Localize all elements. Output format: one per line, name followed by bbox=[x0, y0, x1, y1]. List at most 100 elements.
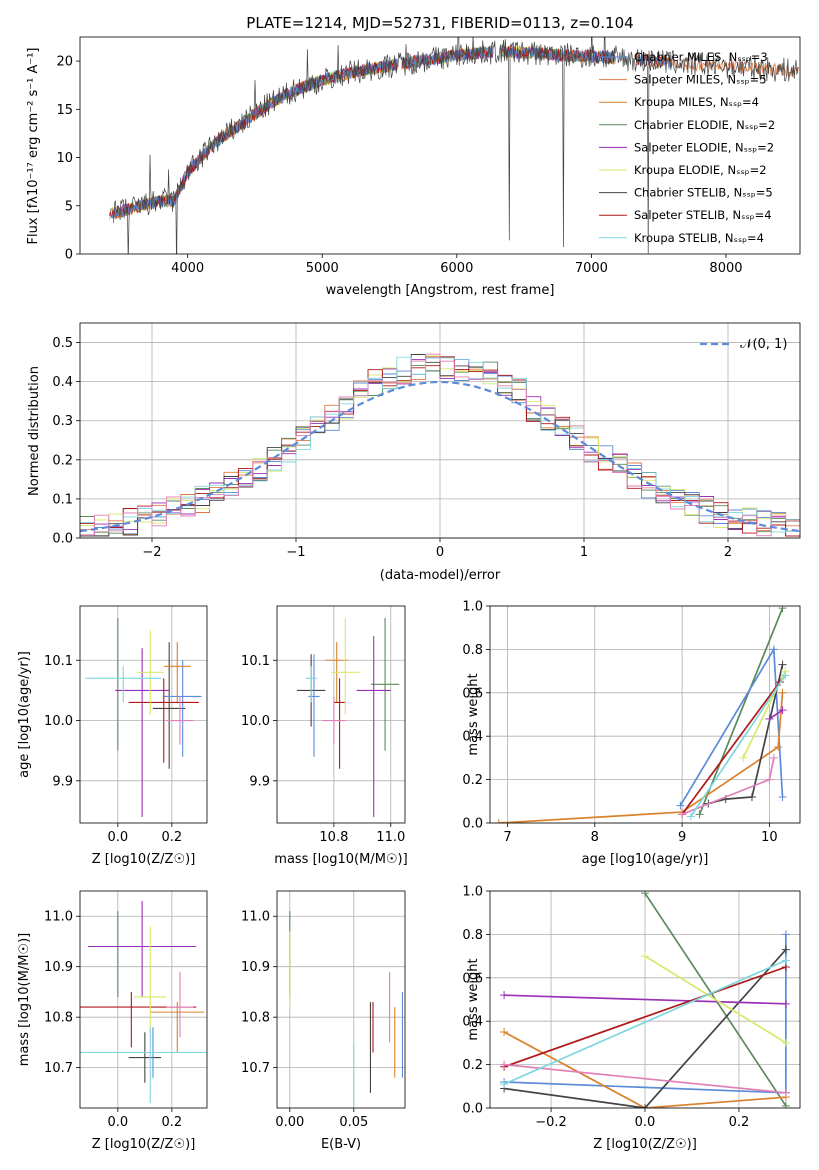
weight-marker bbox=[641, 952, 649, 961]
weight-marker bbox=[747, 792, 756, 801]
y-tick-label: 10.9 bbox=[44, 960, 73, 975]
axes-frame bbox=[79, 890, 208, 1109]
spectrum-line-0 bbox=[111, 45, 673, 219]
axes-frame bbox=[276, 605, 406, 824]
x-tick-label: 0.2 bbox=[162, 830, 183, 845]
y-tick-label: 0.2 bbox=[462, 773, 483, 788]
weight-line-2 bbox=[503, 1031, 786, 1108]
weight-marker bbox=[781, 1038, 790, 1047]
y-tick-label: 10.8 bbox=[44, 1011, 73, 1026]
weight-marker bbox=[500, 1060, 509, 1069]
weight-line-4 bbox=[504, 994, 786, 1005]
spectrum-line-7 bbox=[109, 45, 672, 220]
y-tick-label: 0.8 bbox=[462, 643, 483, 658]
y-tick-label: 0.2 bbox=[52, 453, 73, 468]
y-tick-label: 0.0 bbox=[52, 532, 73, 547]
weight-marker bbox=[769, 753, 778, 762]
y-tick-label: 20 bbox=[56, 55, 73, 70]
weight-line-8 bbox=[690, 674, 786, 817]
x-tick-label: 5000 bbox=[306, 261, 339, 276]
y-tick-label: 10.7 bbox=[44, 1061, 73, 1076]
x-tick-label: −2 bbox=[142, 545, 161, 560]
x-tick-label: 1 bbox=[580, 545, 588, 560]
x-tick-label: 0.0 bbox=[107, 1115, 128, 1130]
legend-entry: Kroupa MILES, Nₛₛₚ=4 bbox=[634, 95, 759, 109]
weight-marker bbox=[781, 930, 790, 939]
y-tick-label: 0.6 bbox=[462, 686, 483, 701]
x-tick-label: −1 bbox=[286, 545, 305, 560]
x-axis-label: E(B-V) bbox=[321, 1137, 361, 1152]
plot-area bbox=[296, 618, 400, 817]
y-tick-label: 9.9 bbox=[249, 774, 270, 789]
weight-line-6 bbox=[681, 681, 781, 815]
x-axis-label: wavelength [Angstrom, rest frame] bbox=[326, 283, 555, 298]
legend-entry: Chabrier ELODIE, Nₛₛₚ=2 bbox=[634, 118, 775, 132]
plot-area bbox=[494, 606, 790, 823]
x-tick-label: 0.0 bbox=[107, 830, 128, 845]
plot-area bbox=[500, 891, 790, 1108]
weight-marker bbox=[781, 945, 790, 954]
weight-line-5 bbox=[644, 955, 787, 1044]
legend-entry: Salpeter MILES, Nₛₛₚ=5 bbox=[634, 73, 767, 87]
y-axis-label: mass [log10(M/M☉)] bbox=[17, 933, 32, 1066]
weight-marker bbox=[774, 743, 783, 752]
x-tick-label: 0.2 bbox=[162, 1115, 183, 1130]
x-tick-label: 10.8 bbox=[319, 830, 348, 845]
y-tick-label: 1.0 bbox=[462, 885, 483, 900]
weight-marker bbox=[781, 956, 790, 965]
y-tick-label: 10 bbox=[56, 151, 73, 166]
y-tick-label: 10.0 bbox=[241, 714, 270, 729]
weight-marker bbox=[739, 753, 748, 762]
y-tick-label: 15 bbox=[56, 103, 73, 118]
weight-marker bbox=[781, 671, 790, 680]
x-tick-label: 2 bbox=[724, 545, 732, 560]
axes-frame bbox=[79, 322, 801, 539]
x-tick-label: 6000 bbox=[440, 261, 473, 276]
y-tick-label: 9.9 bbox=[52, 774, 73, 789]
y-tick-label: 0.5 bbox=[52, 336, 73, 351]
axes-frame bbox=[276, 890, 406, 1109]
weight-line-8 bbox=[503, 959, 787, 1085]
y-tick-label: 0.0 bbox=[462, 817, 483, 832]
weight-marker bbox=[500, 1028, 509, 1037]
weight-marker bbox=[778, 660, 787, 669]
histogram-series-5 bbox=[80, 354, 800, 537]
y-tick-label: 0.4 bbox=[52, 375, 73, 390]
x-tick-label: 4000 bbox=[171, 261, 204, 276]
y-tick-label: 10.1 bbox=[241, 654, 270, 669]
y-tick-label: 0.4 bbox=[462, 1015, 483, 1030]
y-tick-label: 11.0 bbox=[241, 910, 270, 925]
y-tick-label: 10.7 bbox=[241, 1061, 270, 1076]
panel-2: 0.0 0.2 9.9 10.0 10.1 Z [log10(Z/Z☉)] age [log… bbox=[17, 605, 208, 867]
y-axis-label: Normed distribution bbox=[27, 366, 42, 496]
x-tick-label: 10 bbox=[761, 830, 778, 845]
y-tick-label: 0.4 bbox=[462, 730, 483, 745]
y-axis-label: Flux [fλ10⁻¹⁷ erg cm⁻² s⁻¹ A⁻¹] bbox=[26, 48, 41, 245]
x-tick-label: 8 bbox=[591, 830, 599, 845]
weight-marker bbox=[778, 706, 787, 715]
weight-marker bbox=[678, 810, 687, 819]
y-tick-label: 0.1 bbox=[52, 492, 73, 507]
plot-area bbox=[109, 37, 799, 254]
weight-marker bbox=[695, 810, 704, 819]
weight-marker bbox=[781, 1101, 790, 1108]
plot-area bbox=[80, 353, 800, 537]
y-tick-label: 5 bbox=[65, 199, 73, 214]
panel-1: −2 −1 0 1 2 0.0 0.1 0.2 0.3 0.4 0.5 𝒩(0, 1) (data-mo… bbox=[27, 322, 801, 583]
x-axis-label: (data-model)/error bbox=[380, 568, 501, 583]
weight-marker bbox=[686, 812, 695, 821]
weight-marker bbox=[778, 792, 787, 801]
x-axis-label: Z [log10(Z/Z☉)] bbox=[593, 1137, 697, 1152]
y-tick-label: 10.8 bbox=[241, 1011, 270, 1026]
y-tick-label: 0.8 bbox=[462, 928, 483, 943]
weight-marker bbox=[778, 688, 787, 697]
figure-title: PLATE=1214, MJD=52731, FIBERID=0113, z=0… bbox=[246, 14, 633, 32]
y-tick-label: 11.0 bbox=[44, 910, 73, 925]
axes-frame bbox=[489, 605, 801, 824]
weight-marker bbox=[494, 819, 503, 823]
normal-curve bbox=[80, 380, 800, 533]
x-axis-label: Z [log10(Z/Z☉)] bbox=[92, 852, 196, 867]
weight-line-4 bbox=[768, 709, 783, 720]
x-tick-label: 7000 bbox=[575, 261, 608, 276]
panel-3: 10.8 11.0 9.9 10.0 10.1 mass [log10(M/M☉)] bbox=[241, 605, 408, 867]
